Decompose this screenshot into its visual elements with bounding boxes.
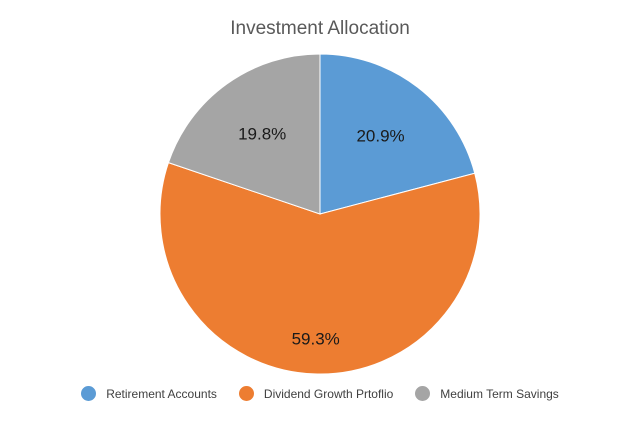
legend-swatch-icon: [238, 386, 254, 401]
slice-data-label: 19.8%: [238, 124, 286, 143]
pie-slice[interactable]: [159, 162, 481, 375]
pie-labels: 20.9% 59.3% 19.8%: [238, 124, 405, 348]
chart-title: Investment Allocation: [230, 18, 410, 39]
legend-swatch-icon: [81, 386, 97, 401]
legend-item-retirement-accounts[interactable]: Retirement Accounts: [81, 386, 217, 401]
legend-label: Retirement Accounts: [106, 386, 217, 401]
pie-slice[interactable]: [167, 53, 321, 215]
slice-data-label: 59.3%: [292, 330, 340, 349]
legend: Retirement Accounts Dividend Growth Prto…: [0, 386, 640, 401]
legend-item-dividend-growth[interactable]: Dividend Growth Prtoflio: [238, 386, 394, 401]
legend-item-medium-term-savings[interactable]: Medium Term Savings: [415, 386, 559, 401]
legend-label: Dividend Growth Prtoflio: [263, 386, 394, 401]
pie-slices: [159, 53, 481, 375]
legend-swatch-icon: [415, 386, 431, 401]
legend-label: Medium Term Savings: [440, 386, 559, 401]
pie-slice[interactable]: [319, 53, 476, 215]
slice-data-label: 20.9%: [356, 126, 404, 145]
